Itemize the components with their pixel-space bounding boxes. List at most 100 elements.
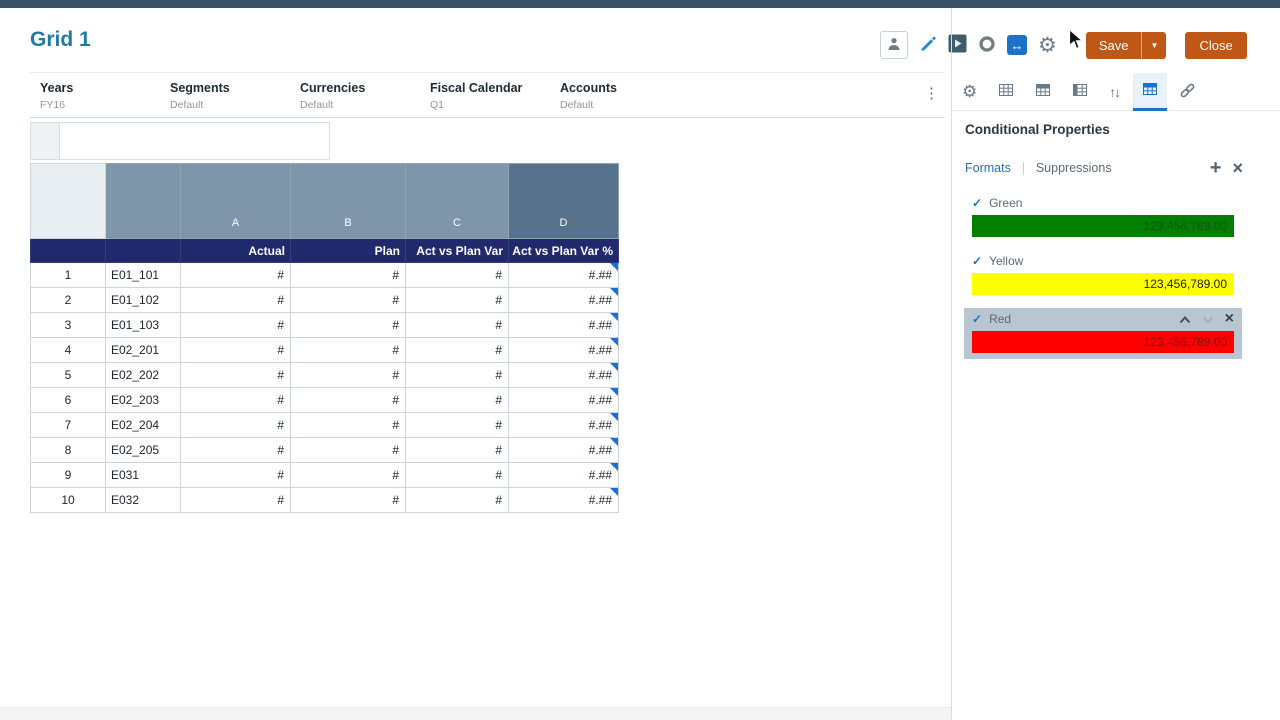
grid-cell[interactable]: #: [405, 337, 509, 363]
grid-cell[interactable]: #: [180, 312, 291, 338]
format-entry-red[interactable]: ✓ Red × 123,456,: [964, 308, 1242, 359]
layout-swap-button[interactable]: ↔: [1007, 35, 1027, 55]
grid-cell-conditional[interactable]: #.##: [508, 337, 619, 363]
grid-cell[interactable]: #: [290, 487, 406, 513]
grid-cell[interactable]: #: [405, 387, 509, 413]
column-header-d[interactable]: D: [508, 163, 619, 239]
edit-pencil-button[interactable]: [919, 35, 937, 56]
row-properties-button[interactable]: [1035, 73, 1051, 110]
member-cell[interactable]: E02_204: [105, 412, 181, 438]
grid-cell[interactable]: #: [180, 387, 291, 413]
grid-cell[interactable]: #: [405, 262, 509, 288]
column-header-b[interactable]: B: [290, 163, 406, 239]
settings-gear-button[interactable]: ⚙: [1038, 35, 1057, 56]
row-header[interactable]: 2: [30, 287, 106, 313]
grid-cell-conditional[interactable]: #.##: [508, 462, 619, 488]
grid-cell[interactable]: #: [290, 312, 406, 338]
checkmark-icon[interactable]: ✓: [972, 254, 983, 268]
grid-cell-conditional[interactable]: #.##: [508, 487, 619, 513]
grid-cell[interactable]: #: [405, 287, 509, 313]
grid-cell[interactable]: #: [405, 437, 509, 463]
column-title-act-vs-plan-var-pct[interactable]: Act vs Plan Var %: [508, 238, 619, 263]
member-cell[interactable]: E031: [105, 462, 181, 488]
grid-cell-conditional[interactable]: #.##: [508, 287, 619, 313]
move-down-button[interactable]: [1202, 312, 1214, 327]
grid-cell-conditional[interactable]: #.##: [508, 412, 619, 438]
grid-cell[interactable]: #: [290, 437, 406, 463]
tab-suppressions[interactable]: Suppressions: [1035, 161, 1112, 175]
grid-layout-button[interactable]: [998, 73, 1014, 110]
grid-cell[interactable]: #: [290, 287, 406, 313]
column-properties-button[interactable]: [1072, 73, 1088, 110]
member-cell[interactable]: E032: [105, 487, 181, 513]
row-header[interactable]: 7: [30, 412, 106, 438]
grid-corner-cell[interactable]: [30, 163, 106, 239]
remove-format-button[interactable]: ×: [1224, 310, 1234, 327]
row-header[interactable]: 10: [30, 487, 106, 513]
user-pov-button[interactable]: [880, 31, 908, 59]
grid-cell[interactable]: #: [405, 362, 509, 388]
header-corner-cell[interactable]: [30, 238, 106, 263]
add-format-button[interactable]: +: [1209, 157, 1222, 179]
grid-properties-button[interactable]: ⚙: [962, 73, 977, 110]
row-header[interactable]: 5: [30, 362, 106, 388]
preview-play-button[interactable]: [948, 34, 967, 56]
grid-cell[interactable]: #: [180, 362, 291, 388]
pov-value[interactable]: Default: [300, 99, 334, 111]
grid-cell[interactable]: #: [405, 487, 509, 513]
format-color-bar[interactable]: 123,456,789.00: [972, 331, 1234, 353]
grid-cell[interactable]: #: [180, 412, 291, 438]
grid-cell[interactable]: #: [290, 262, 406, 288]
grid-cell[interactable]: #: [180, 437, 291, 463]
name-box[interactable]: [30, 122, 60, 160]
format-color-bar[interactable]: 123,456,789.00: [972, 273, 1234, 295]
grid-cell[interactable]: #: [290, 387, 406, 413]
format-entry-green[interactable]: ✓ Green 123,456,789.00: [964, 192, 1242, 243]
column-title-act-vs-plan-var[interactable]: Act vs Plan Var: [405, 238, 509, 263]
pov-value[interactable]: Default: [170, 99, 204, 111]
grid-cell[interactable]: #: [180, 487, 291, 513]
sort-button[interactable]: ↑↓: [1109, 73, 1121, 110]
pov-value[interactable]: FY16: [40, 99, 66, 111]
grid-cell[interactable]: #: [405, 412, 509, 438]
member-cell[interactable]: E02_201: [105, 337, 181, 363]
column-header-c[interactable]: C: [405, 163, 509, 239]
row-header[interactable]: 3: [30, 312, 106, 338]
tab-formats[interactable]: Formats: [965, 161, 1011, 175]
record-circle-button[interactable]: [978, 35, 996, 56]
delete-format-button[interactable]: ×: [1232, 158, 1243, 178]
grid-cell[interactable]: #: [290, 412, 406, 438]
column-title-actual[interactable]: Actual: [180, 238, 291, 263]
format-color-bar[interactable]: 123,456,789.00: [972, 215, 1234, 237]
pov-value[interactable]: Default: [560, 99, 594, 111]
row-header[interactable]: 6: [30, 387, 106, 413]
pov-menu-kebab-icon[interactable]: ⋮: [920, 84, 943, 103]
grid-cell[interactable]: #: [290, 337, 406, 363]
pov-value[interactable]: Q1: [430, 99, 445, 111]
link-button[interactable]: [1179, 73, 1196, 110]
grid-cell[interactable]: #: [180, 462, 291, 488]
member-column-header[interactable]: [105, 163, 181, 239]
grid-cell[interactable]: #: [405, 462, 509, 488]
member-header-cell[interactable]: [105, 238, 181, 263]
save-button[interactable]: Save: [1086, 32, 1142, 59]
grid-cell[interactable]: #: [405, 312, 509, 338]
grid-cell-conditional[interactable]: #.##: [508, 312, 619, 338]
member-cell[interactable]: E02_203: [105, 387, 181, 413]
save-dropdown-button[interactable]: ▼: [1141, 31, 1166, 59]
row-header[interactable]: 9: [30, 462, 106, 488]
grid-cell[interactable]: #: [290, 362, 406, 388]
member-cell[interactable]: E02_202: [105, 362, 181, 388]
move-up-button[interactable]: [1179, 312, 1191, 327]
column-header-a[interactable]: A: [180, 163, 291, 239]
member-cell[interactable]: E01_102: [105, 287, 181, 313]
conditional-properties-button[interactable]: [1133, 72, 1168, 111]
row-header[interactable]: 8: [30, 437, 106, 463]
member-cell[interactable]: E02_205: [105, 437, 181, 463]
column-title-plan[interactable]: Plan: [290, 238, 406, 263]
member-cell[interactable]: E01_101: [105, 262, 181, 288]
grid-cell[interactable]: #: [180, 287, 291, 313]
format-entry-yellow[interactable]: ✓ Yellow 123,456,789.00: [964, 250, 1242, 301]
grid-cell-conditional[interactable]: #.##: [508, 262, 619, 288]
grid-cell-conditional[interactable]: #.##: [508, 387, 619, 413]
